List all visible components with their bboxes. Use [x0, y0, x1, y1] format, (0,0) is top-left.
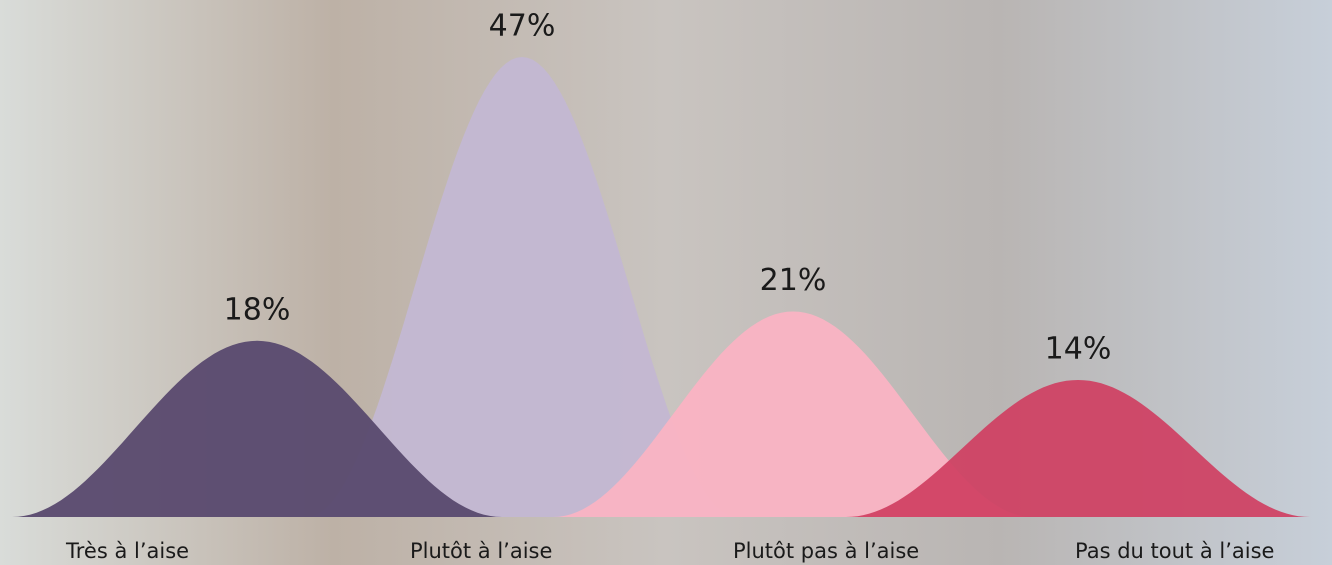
value-label: 14% — [1045, 331, 1112, 366]
curves — [12, 57, 1310, 517]
value-label: 21% — [760, 263, 827, 298]
bell-curve — [12, 340, 502, 517]
category-label: Pas du tout à l’aise — [1075, 539, 1274, 563]
bell-curve — [553, 311, 1033, 517]
category-label: Plutôt à l’aise — [410, 539, 552, 563]
labels: 47% 18% 21% 14% Très à l’aise Plutôt à l’aise… — [65, 9, 1274, 564]
category-label: Très à l’aise — [65, 539, 189, 563]
bell-curve — [307, 57, 737, 517]
value-label: 18% — [224, 292, 291, 327]
category-label: Plutôt pas à l’aise — [733, 539, 919, 563]
value-label: 47% — [489, 9, 556, 44]
bell-curve — [846, 380, 1310, 517]
